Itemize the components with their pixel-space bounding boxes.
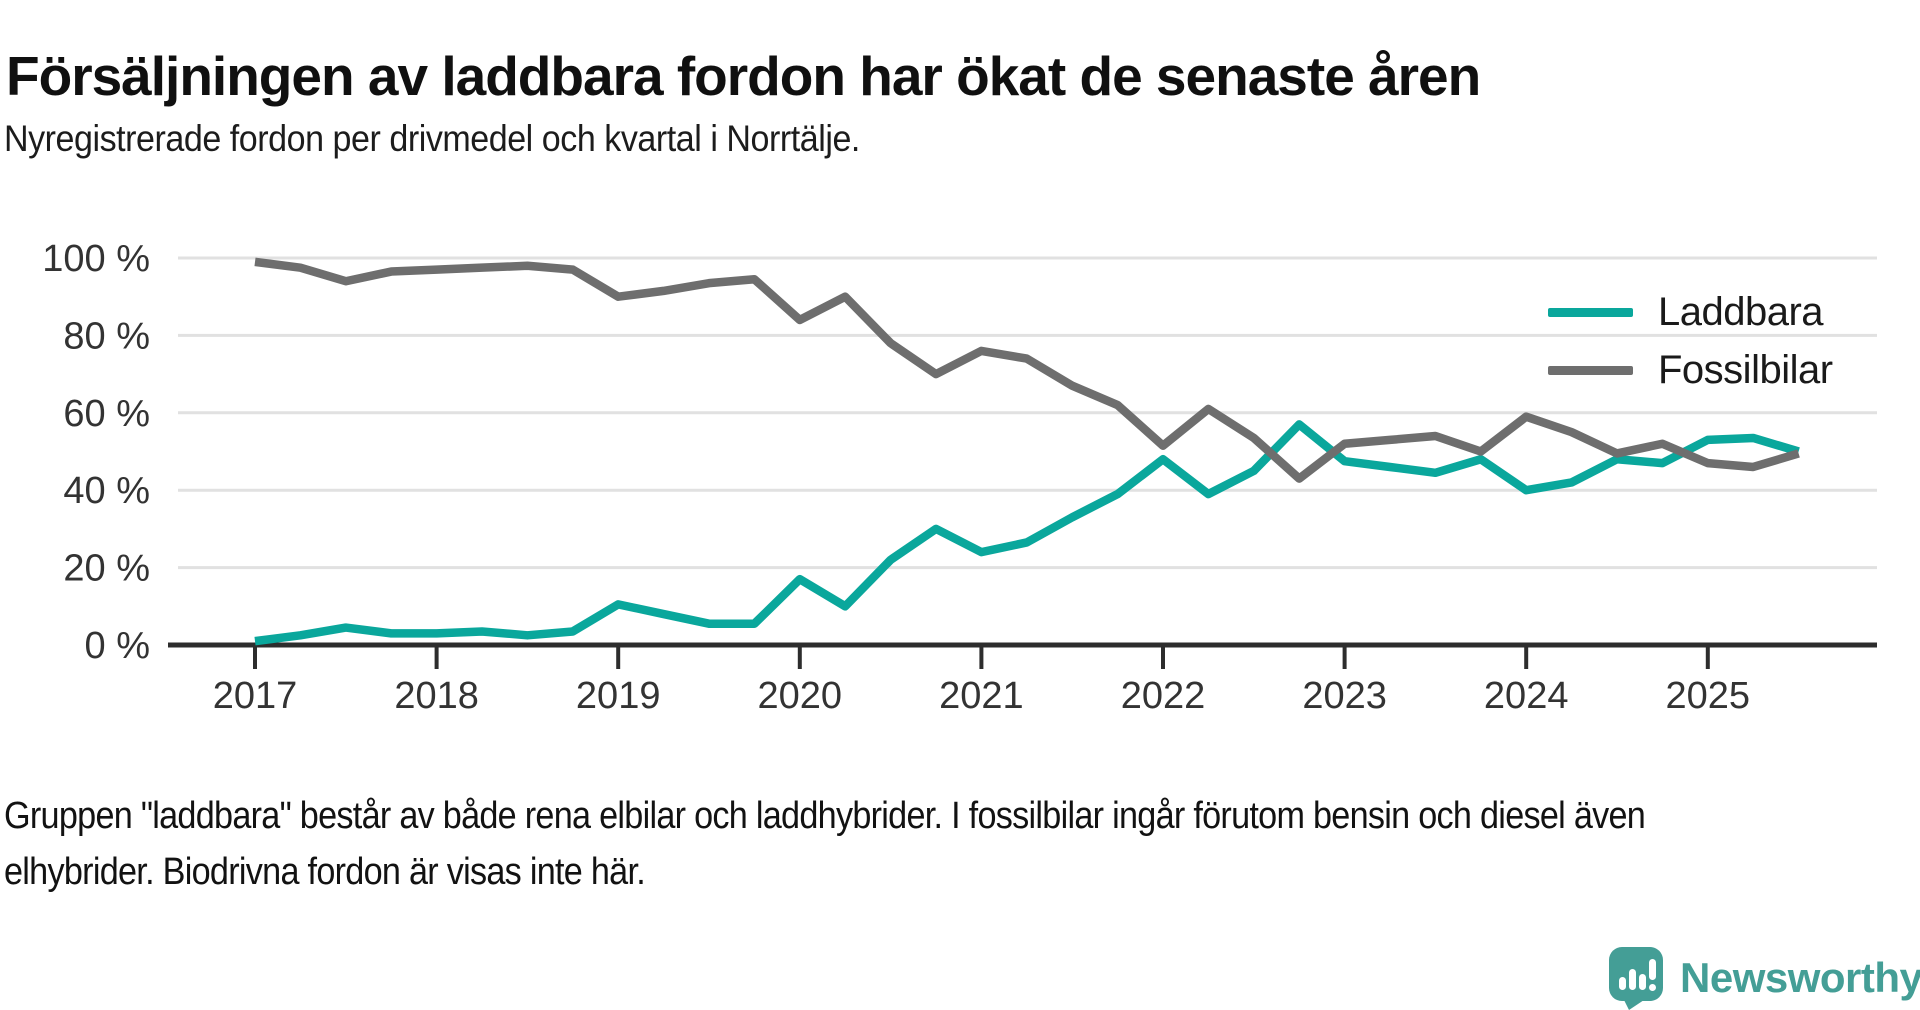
legend-swatch-fossilbilar [1548, 365, 1633, 375]
x-axis-year-label: 2021 [939, 675, 1024, 717]
newsworthy-logo: Newsworthy [1608, 946, 1920, 1010]
legend-label-fossilbilar: Fossilbilar [1658, 347, 1833, 392]
footnote-line-2: elhybrider. Biodrivna fordon är visas in… [4, 851, 646, 893]
series-line-fossilbilar [254, 257, 1800, 483]
y-axis-tick-label: 40 % [63, 470, 150, 512]
x-axis-year-label: 2025 [1666, 675, 1751, 717]
x-axis-year-label: 2018 [394, 675, 479, 717]
chart-subtitle: Nyregistrerade fordon per drivmedel och … [4, 118, 860, 159]
legend-swatch-laddbara [1548, 307, 1633, 317]
footnote: Gruppen "laddbara" består av både rena e… [4, 788, 1646, 900]
newsworthy-logo-icon [1609, 947, 1663, 1010]
page-title: Försäljningen av laddbara fordon har öka… [6, 44, 1481, 107]
x-axis-year-label: 2019 [576, 675, 661, 717]
y-axis-tick-label: 20 % [63, 548, 150, 590]
series-line-laddbara [254, 420, 1800, 646]
y-axis-tick-label: 0 % [85, 625, 150, 667]
x-axis-year-label: 2022 [1121, 675, 1206, 717]
legend-item-laddbara: Laddbara [1548, 290, 1833, 334]
legend: Laddbara Fossilbilar [1548, 290, 1833, 406]
line-chart: 0 % 20 % 40 % 60 % 80 % 100 % 2017 2018 2019 2020… [42, 238, 1877, 717]
legend-item-fossilbilar: Fossilbilar [1548, 348, 1833, 392]
y-axis-tick-label: 100 % [42, 238, 150, 280]
footnote-line-1: Gruppen "laddbara" består av både rena e… [4, 795, 1646, 837]
newsworthy-logo-text: Newsworthy [1680, 954, 1920, 1001]
x-axis-year-label: 2017 [213, 675, 298, 717]
x-axis-year-label: 2020 [758, 675, 843, 717]
x-axis-year-label: 2023 [1302, 675, 1387, 717]
y-axis-tick-label: 60 % [63, 393, 150, 435]
legend-label-laddbara: Laddbara [1658, 289, 1824, 334]
y-axis-tick-label: 80 % [63, 315, 150, 357]
x-axis-year-label: 2024 [1484, 675, 1569, 717]
